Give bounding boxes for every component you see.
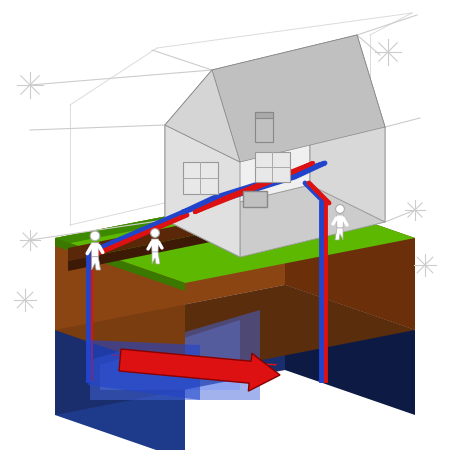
Polygon shape bbox=[310, 90, 385, 222]
Polygon shape bbox=[151, 239, 158, 252]
Polygon shape bbox=[337, 215, 344, 228]
Polygon shape bbox=[165, 70, 240, 162]
Polygon shape bbox=[68, 215, 230, 261]
Polygon shape bbox=[212, 35, 385, 162]
Polygon shape bbox=[165, 185, 385, 257]
Polygon shape bbox=[152, 252, 160, 264]
Polygon shape bbox=[68, 228, 230, 271]
Polygon shape bbox=[90, 310, 260, 400]
Polygon shape bbox=[310, 35, 385, 127]
Polygon shape bbox=[55, 238, 185, 375]
Polygon shape bbox=[285, 285, 415, 415]
Polygon shape bbox=[55, 238, 185, 291]
Polygon shape bbox=[165, 90, 310, 220]
Bar bbox=[243, 191, 267, 207]
Polygon shape bbox=[55, 193, 415, 283]
Bar bbox=[255, 112, 273, 118]
Polygon shape bbox=[55, 285, 285, 415]
Circle shape bbox=[336, 205, 344, 213]
Polygon shape bbox=[335, 228, 343, 240]
Polygon shape bbox=[240, 127, 385, 257]
Circle shape bbox=[90, 231, 100, 241]
Polygon shape bbox=[55, 193, 285, 246]
Polygon shape bbox=[100, 320, 240, 390]
Polygon shape bbox=[165, 35, 357, 125]
Polygon shape bbox=[55, 193, 285, 330]
Polygon shape bbox=[285, 193, 415, 330]
Polygon shape bbox=[91, 243, 99, 257]
Polygon shape bbox=[55, 285, 415, 375]
Circle shape bbox=[151, 229, 159, 238]
Polygon shape bbox=[55, 330, 185, 450]
Bar bbox=[183, 162, 218, 194]
Polygon shape bbox=[88, 340, 200, 400]
Polygon shape bbox=[92, 257, 100, 270]
Bar bbox=[255, 152, 290, 182]
Polygon shape bbox=[165, 125, 240, 257]
FancyArrow shape bbox=[119, 349, 280, 391]
Bar bbox=[255, 112, 273, 142]
